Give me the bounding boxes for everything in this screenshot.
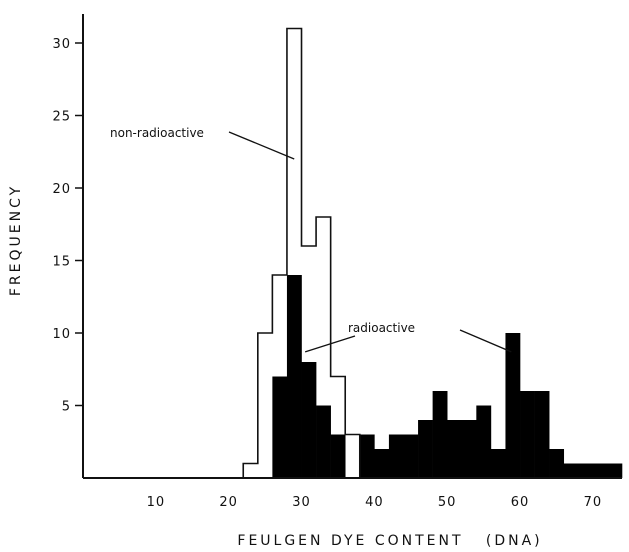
radioactive-bar — [549, 449, 565, 478]
radioactive-bar — [447, 420, 463, 478]
axes — [82, 14, 622, 479]
radioactive-bar — [476, 405, 492, 478]
annotation-non-radioactive: non-radioactive — [110, 126, 204, 140]
annotation-radioactive-leader-left — [304, 335, 356, 353]
radioactive-bar — [316, 405, 331, 478]
y-tick-label: 25 — [52, 110, 71, 125]
ticks: 5 10 15 20 25 30 10 20 30 40 50 60 70 — [52, 37, 603, 510]
radioactive-bar — [505, 333, 521, 478]
y-tick-label: 10 — [52, 327, 71, 342]
radioactive-bar — [520, 391, 535, 478]
non-radioactive-histogram — [242, 27, 361, 478]
x-tick-label: 70 — [584, 495, 603, 510]
x-tick-label: 30 — [292, 495, 311, 510]
annotation-radioactive: radioactive — [348, 321, 415, 335]
y-tick-label: 5 — [62, 400, 71, 415]
radioactive-bar — [490, 449, 506, 478]
x-tick-label: 50 — [438, 495, 457, 510]
radioactive-bar — [418, 420, 433, 478]
radioactive-bar — [607, 463, 623, 478]
radioactive-bar — [272, 376, 288, 478]
x-tick-label: 60 — [511, 495, 530, 510]
y-tick-label: 15 — [52, 255, 71, 270]
annotation-non-radioactive-leader — [228, 131, 295, 160]
radioactive-bar — [374, 449, 390, 478]
radioactive-bar — [359, 434, 375, 478]
x-tick-label: 20 — [219, 495, 238, 510]
radioactive-bar — [388, 434, 404, 478]
radioactive-bar — [403, 434, 419, 478]
radioactive-bar — [578, 463, 594, 478]
radioactive-bar — [301, 362, 317, 478]
radioactive-bars — [272, 275, 623, 478]
radioactive-bar — [534, 391, 550, 478]
radioactive-bar — [286, 275, 302, 478]
y-tick-label: 20 — [52, 182, 71, 197]
radioactive-bar — [563, 463, 579, 478]
x-tick-label: 10 — [147, 495, 166, 510]
radioactive-bar — [592, 463, 608, 478]
x-tick-label: 40 — [365, 495, 384, 510]
radioactive-bar — [432, 391, 448, 478]
radioactive-bar — [330, 434, 346, 478]
non-radioactive-outline — [242, 27, 361, 478]
annotation-radioactive-leader-right — [459, 329, 512, 353]
x-axis-title: FEULGEN DYE CONTENT (DNA) — [237, 533, 542, 549]
y-tick-label: 30 — [52, 37, 71, 52]
radioactive-bar — [461, 420, 477, 478]
y-axis-title: FREQUENCY — [8, 184, 24, 296]
